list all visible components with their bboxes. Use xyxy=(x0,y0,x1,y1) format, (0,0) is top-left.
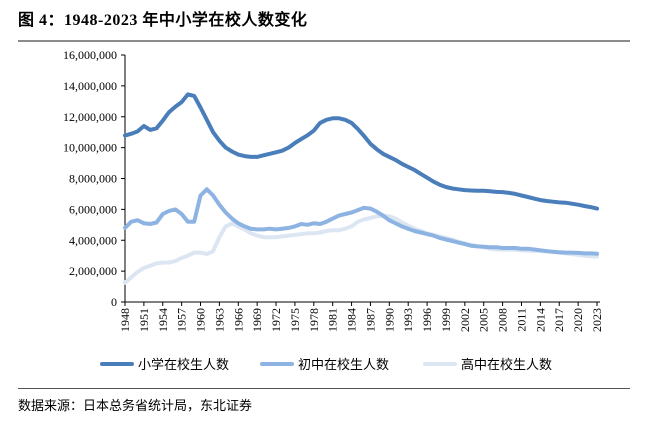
chart-title: 图 4：1948-2023 年中小学在校人数变化 xyxy=(18,12,308,29)
x-tick-label: 1978 xyxy=(307,308,321,332)
x-tick-label: 1966 xyxy=(231,308,245,332)
x-tick-label: 1993 xyxy=(401,308,415,332)
title-divider xyxy=(18,40,630,42)
x-tick-label: 1990 xyxy=(382,308,396,332)
x-tick-label: 2011 xyxy=(514,308,528,332)
x-tick-label: 2014 xyxy=(533,308,547,332)
x-tick-label: 1960 xyxy=(194,308,208,332)
y-tick-label: 10,000,000 xyxy=(63,141,117,155)
y-tick-label: 14,000,000 xyxy=(63,79,117,93)
x-tick-label: 1957 xyxy=(175,308,189,332)
x-tick-label: 1963 xyxy=(212,308,226,332)
x-tick-label: 1969 xyxy=(250,308,264,332)
x-tick-label: 2020 xyxy=(571,308,585,332)
x-tick-label: 2017 xyxy=(552,308,566,332)
legend-item-primary: 小学在校生人数 xyxy=(100,354,229,373)
x-tick-label: 1981 xyxy=(326,308,340,332)
x-tick-label: 1996 xyxy=(420,308,434,332)
series-line-1 xyxy=(123,187,599,256)
legend-swatch xyxy=(100,361,134,366)
legend-item-senior: 高中在校生人数 xyxy=(423,354,552,373)
y-tick-label: 2,000,000 xyxy=(69,264,117,278)
x-tick-label: 1987 xyxy=(363,308,377,332)
legend-swatch xyxy=(423,361,457,366)
y-tick-label: 0 xyxy=(111,295,117,309)
series-line-0 xyxy=(123,92,599,211)
x-tick-label: 2005 xyxy=(477,308,491,332)
source-note: 数据来源：日本总务省统计局，东北证券 xyxy=(18,398,253,413)
x-tick-label: 1954 xyxy=(156,308,170,332)
legend-label: 小学在校生人数 xyxy=(138,357,230,372)
legend-label: 初中在校生人数 xyxy=(298,357,390,372)
x-tick-label: 2008 xyxy=(496,308,510,332)
legend-swatch xyxy=(260,361,294,366)
x-tick-label: 2002 xyxy=(458,308,472,332)
x-tick-label: 1975 xyxy=(288,308,302,332)
y-tick-label: 6,000,000 xyxy=(69,202,117,216)
x-tick-label: 1972 xyxy=(269,308,283,332)
x-tick-label: 1948 xyxy=(118,308,132,332)
y-tick-label: 12,000,000 xyxy=(63,110,117,124)
x-tick-label: 2023 xyxy=(590,308,604,332)
x-tick-label: 1984 xyxy=(345,308,359,332)
footer-divider xyxy=(18,388,630,389)
legend-item-junior: 初中在校生人数 xyxy=(260,354,389,373)
y-tick-label: 8,000,000 xyxy=(69,172,117,186)
y-tick-label: 4,000,000 xyxy=(69,233,117,247)
x-tick-label: 1999 xyxy=(439,308,453,332)
x-tick-label: 1951 xyxy=(137,308,151,332)
y-tick-label: 16,000,000 xyxy=(63,48,117,62)
legend-label: 高中在校生人数 xyxy=(461,357,553,372)
